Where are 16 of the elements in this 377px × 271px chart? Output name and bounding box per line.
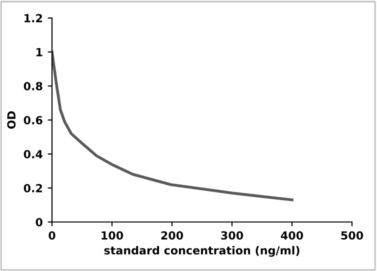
x-tick-label: 500 [341, 231, 364, 240]
line-series [52, 50, 294, 202]
x-axis-title: standard concentration (ng/ml) [104, 246, 300, 257]
y-tick-label: 1.2 [24, 14, 42, 22]
y-tick-label: 0.2 [24, 184, 42, 192]
y-tick-label: 0 [36, 218, 42, 226]
x-tick-label: 400 [280, 231, 304, 240]
x-tick-label: 300 [221, 231, 244, 240]
y-tick-label: 0.8 [24, 82, 42, 90]
x-tick-label: 0 [48, 231, 56, 240]
y-tick-label: 0.4 [24, 150, 42, 158]
y-tick-label: 0.6 [24, 116, 42, 124]
y-axis-title: OD [7, 111, 16, 129]
x-tick-label: 100 [102, 231, 124, 240]
y-tick-label: 1 [36, 48, 42, 56]
x-tick-label: 200 [161, 231, 184, 240]
